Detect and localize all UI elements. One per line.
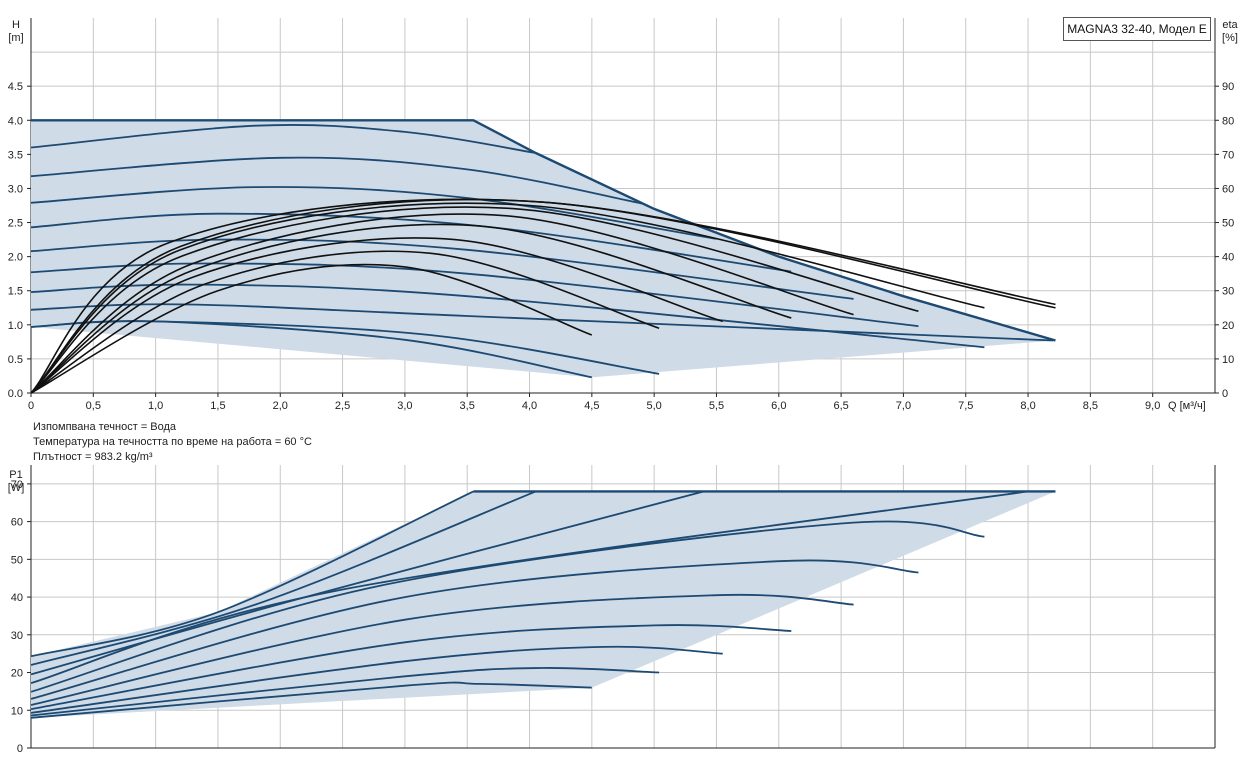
h-tick-label: 2.0 [8,252,23,264]
power-curve [30,681,592,719]
power-curve [30,490,1029,684]
x-tick-label: 5,0 [647,400,662,412]
density-info: Плътност = 983.2 kg/m³ [33,451,153,463]
eta-curve [30,198,1056,394]
head-curve-panel: 0 0,5 1,0 1,5 2,0 2,5 3,0 3,5 4,0 4,5 5,0 5,5 6,0 6,5… [8,18,1239,412]
eta-axis-label: eta [%] [1222,19,1238,44]
eta-curve [30,263,593,394]
x-tick-label: 8,5 [1083,400,1098,412]
p-tick-label: 50 [11,554,23,566]
h-tick-label: 1.5 [8,286,23,298]
temperature-info: Температура на течността по време на раб… [33,436,312,448]
h-tick-label: 0.5 [8,354,23,366]
x-tick-label: 1,0 [148,400,163,412]
p-tick-label: 40 [11,592,23,604]
head-axis-label: H [m] [8,19,23,44]
eta-tick-label: 80 [1222,115,1234,127]
p-tick-label: 20 [11,668,23,680]
flow-axis-label: Q [м³/ч] [1168,400,1206,412]
power-curve [30,490,537,666]
x-tick-label: 9,0 [1145,400,1160,412]
head-curve [30,186,717,240]
power-axis-label: P1 [W] [8,469,25,494]
eta-tick-label: 90 [1222,81,1234,93]
x-tick-label: 4,0 [522,400,537,412]
head-curve [30,124,536,154]
x-tick-label: 2,0 [273,400,288,412]
head-curve [30,238,854,300]
eta-curve [30,213,854,394]
eta-tick-label: 40 [1222,252,1234,264]
power-curve [30,559,919,700]
eta-tick-label: 20 [1222,320,1234,332]
h-tick-label: 2.5 [8,218,23,230]
p-tick-label: 0 [17,743,23,755]
eta-curve [30,198,1056,394]
h-tick-label: 3.0 [8,183,23,195]
h-tick-label: 1.0 [8,320,23,332]
x-tick-label: 0 [28,400,34,412]
x-tick-label: 2,5 [335,400,350,412]
eta-tick-label: 60 [1222,183,1234,195]
power-curve [30,490,705,676]
p-tick-label: 70 [11,479,23,491]
p-tick-label: 10 [11,705,23,717]
eta-curve [30,237,723,394]
eta-curve [30,250,660,394]
head-envelope-max [31,119,1056,342]
x-tick-label: 7,5 [958,400,973,412]
power-curve [30,667,660,717]
eta-tick-label: 0 [1222,388,1228,400]
x-tick-label: 3,5 [460,400,475,412]
eta-tick-label: 50 [1222,218,1234,230]
eta-tick-label: 70 [1222,149,1234,161]
head-curve [30,320,592,379]
x-tick-label: 6,5 [833,400,848,412]
h-tick-label: 4.0 [8,115,23,127]
power-curve [30,645,723,714]
head-curve [30,156,642,205]
head-envelope [31,120,1056,378]
p-tick-label: 30 [11,630,23,642]
x-tick-label: 4,5 [584,400,599,412]
p-tick-label: 60 [11,517,23,529]
h-tick-label: 0.0 [8,388,23,400]
eta-curve [30,202,985,394]
eta-curve [30,223,792,394]
x-tick-label: 1,5 [210,400,225,412]
power-curve [30,593,854,706]
h-tick-label: 4.5 [8,81,23,93]
liquid-info: Изпомпвана течност = Вода [33,421,177,433]
h-tick-label: 3.5 [8,149,23,161]
x-tick-label: 8,0 [1020,400,1035,412]
chart-title: MAGNA3 32-40, Модел E [1063,17,1211,41]
eta-tick-label: 10 [1222,354,1234,366]
x-tick-label: 7,0 [896,400,911,412]
x-tick-label: 0,5 [86,400,101,412]
eta-curve [30,206,919,394]
x-tick-label: 5,5 [709,400,724,412]
x-tick-label: 6,0 [771,400,786,412]
eta-tick-label: 30 [1222,286,1234,298]
x-tick-label: 3,0 [397,400,412,412]
power-curve [30,624,792,710]
power-curve [30,490,474,658]
power-curve [30,520,985,693]
